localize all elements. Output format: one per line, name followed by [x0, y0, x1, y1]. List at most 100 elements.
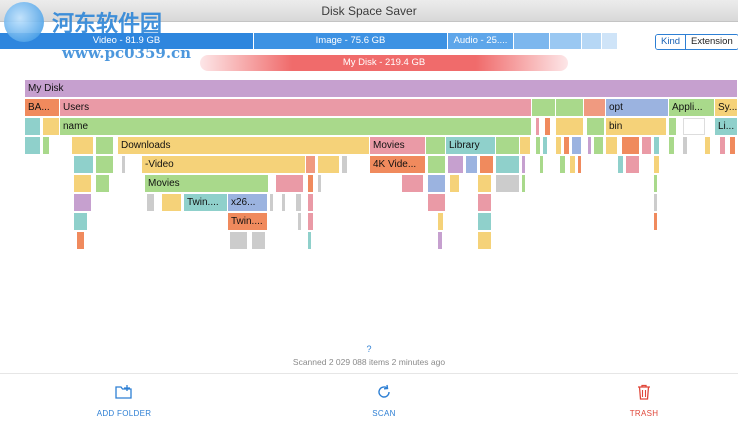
- tree-node[interactable]: [230, 232, 248, 249]
- tree-node[interactable]: [496, 156, 520, 173]
- tree-node[interactable]: [588, 137, 592, 154]
- tree-node[interactable]: [282, 194, 286, 211]
- tree-node[interactable]: [572, 137, 582, 154]
- tree-node[interactable]: [683, 118, 705, 135]
- tree-node[interactable]: [74, 194, 92, 211]
- tree-node[interactable]: [438, 232, 443, 249]
- tree-node[interactable]: [122, 156, 126, 173]
- tree-node[interactable]: [522, 156, 526, 173]
- tree-node[interactable]: [25, 118, 41, 135]
- tree-node[interactable]: [43, 137, 50, 154]
- category-segment-other[interactable]: [582, 33, 602, 49]
- tree-node[interactable]: [587, 118, 605, 135]
- tree-node-system[interactable]: Sy...: [715, 99, 738, 116]
- tree-node-bin[interactable]: bin: [606, 118, 667, 135]
- tree-node[interactable]: [540, 156, 544, 173]
- tree-node-video[interactable]: -Video: [142, 156, 306, 173]
- category-segment-other[interactable]: [514, 33, 550, 49]
- tree-node[interactable]: [96, 175, 110, 192]
- add-folder-button[interactable]: ADD FOLDER: [64, 384, 184, 418]
- tree-node-opt[interactable]: opt: [606, 99, 669, 116]
- tree-node[interactable]: [276, 175, 304, 192]
- tree-node-name[interactable]: name: [60, 118, 532, 135]
- tree-node[interactable]: [43, 118, 60, 135]
- tree-node[interactable]: [654, 137, 660, 154]
- tree-node-movies-2[interactable]: Movies: [145, 175, 269, 192]
- tree-node[interactable]: [270, 194, 274, 211]
- tree-node[interactable]: [298, 213, 302, 230]
- tree-node[interactable]: [564, 137, 570, 154]
- tree-node-library[interactable]: Li...: [715, 118, 738, 135]
- tree-node[interactable]: [543, 137, 548, 154]
- disk-total-bar[interactable]: My Disk - 219.4 GB: [200, 55, 568, 71]
- tree-node[interactable]: [77, 232, 85, 249]
- tree-node-library-2[interactable]: Library: [446, 137, 496, 154]
- tree-node[interactable]: [438, 213, 444, 230]
- tree-node[interactable]: [426, 137, 446, 154]
- tree-node[interactable]: [428, 194, 446, 211]
- category-segment-video[interactable]: Video - 81.9 GB: [0, 33, 254, 49]
- tree-node[interactable]: [296, 194, 302, 211]
- tree-node[interactable]: [74, 156, 94, 173]
- tree-node[interactable]: [654, 175, 658, 192]
- tree-node[interactable]: [342, 156, 348, 173]
- tree-node[interactable]: [478, 175, 492, 192]
- tree-node[interactable]: [545, 118, 551, 135]
- tree-node-applications[interactable]: Appli...: [669, 99, 715, 116]
- tree-node[interactable]: [96, 156, 114, 173]
- tree-node[interactable]: [318, 156, 340, 173]
- tree-node[interactable]: [74, 213, 88, 230]
- tree-node[interactable]: [622, 137, 640, 154]
- tree-node[interactable]: [478, 232, 492, 249]
- tree-node-twin-1[interactable]: Twin....: [184, 194, 228, 211]
- tree-node[interactable]: [308, 213, 314, 230]
- category-segment-audio[interactable]: Audio - 25....: [448, 33, 514, 49]
- tree-node[interactable]: [556, 99, 584, 116]
- tree-node[interactable]: [478, 194, 492, 211]
- toggle-extension[interactable]: Extension: [686, 35, 738, 49]
- toggle-kind[interactable]: Kind: [656, 35, 687, 49]
- tree-node-my-disk[interactable]: My Disk: [25, 80, 738, 97]
- tree-node[interactable]: [522, 175, 526, 192]
- tree-node[interactable]: [448, 156, 464, 173]
- tree-node[interactable]: [606, 137, 618, 154]
- tree-node[interactable]: [308, 232, 312, 249]
- tree-node[interactable]: [654, 213, 658, 230]
- tree-node[interactable]: [520, 137, 531, 154]
- tree-node[interactable]: BA...: [25, 99, 60, 116]
- tree-node[interactable]: [654, 194, 658, 211]
- tree-node[interactable]: [25, 137, 41, 154]
- tree-node[interactable]: [556, 118, 584, 135]
- tree-node[interactable]: [578, 156, 582, 173]
- tree-node-users[interactable]: Users: [60, 99, 532, 116]
- tree-node[interactable]: [428, 175, 446, 192]
- tree-node[interactable]: [306, 156, 316, 173]
- tree-node[interactable]: [308, 194, 314, 211]
- tree-node-downloads[interactable]: Downloads: [118, 137, 370, 154]
- tree-node[interactable]: [536, 118, 540, 135]
- tree-node[interactable]: [720, 137, 726, 154]
- tree-node[interactable]: [74, 175, 92, 192]
- tree-node[interactable]: [669, 137, 675, 154]
- category-segment-other[interactable]: [602, 33, 618, 49]
- tree-node[interactable]: [480, 156, 494, 173]
- tree-node[interactable]: [536, 137, 541, 154]
- tree-node[interactable]: [556, 137, 562, 154]
- tree-node[interactable]: [560, 156, 566, 173]
- tree-node[interactable]: [618, 156, 624, 173]
- trash-button[interactable]: TRASH: [584, 384, 704, 418]
- tree-node[interactable]: [496, 175, 520, 192]
- tree-node[interactable]: [496, 137, 520, 154]
- tree-node[interactable]: [72, 137, 94, 154]
- tree-node[interactable]: [730, 137, 736, 154]
- scan-button[interactable]: SCAN: [324, 384, 444, 418]
- tree-node-movies[interactable]: Movies: [370, 137, 426, 154]
- tree-node[interactable]: [584, 99, 606, 116]
- tree-node[interactable]: [594, 137, 604, 154]
- tree-node[interactable]: [428, 156, 446, 173]
- help-hint[interactable]: ?: [366, 344, 372, 354]
- tree-node[interactable]: [683, 137, 688, 154]
- tree-node[interactable]: [669, 118, 677, 135]
- tree-node[interactable]: [642, 137, 652, 154]
- tree-node[interactable]: [162, 194, 182, 211]
